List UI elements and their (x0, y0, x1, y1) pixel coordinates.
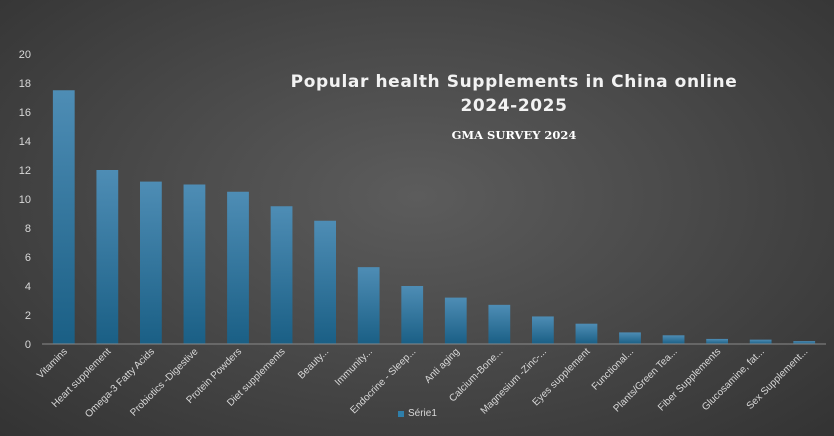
chart-title-line-2: 2024-2025 (460, 96, 568, 116)
bar (183, 184, 206, 344)
y-tick-label: 6 (25, 252, 31, 264)
legend: Série1 (398, 408, 437, 419)
bar (314, 220, 336, 344)
y-tick-label: 18 (19, 78, 31, 90)
bar (52, 90, 75, 344)
bar (706, 338, 728, 344)
x-tick-label: Functional... (590, 346, 636, 392)
x-tick-label: Immunity... (333, 346, 375, 388)
bars (52, 90, 816, 344)
bar (270, 206, 293, 344)
chart-subtitle: GMA SURVEY 2024 (451, 128, 577, 142)
bar (444, 297, 467, 344)
legend-label: Série1 (408, 408, 437, 419)
y-tick-label: 16 (19, 107, 31, 119)
x-tick-label: Anti aging (423, 346, 462, 385)
y-tick-label: 14 (19, 136, 31, 148)
y-tick-label: 8 (25, 223, 31, 235)
bar (357, 267, 380, 344)
bar (575, 323, 598, 344)
y-tick-label: 20 (19, 49, 31, 61)
bar (793, 341, 816, 344)
bar (532, 316, 554, 344)
y-tick-label: 4 (25, 281, 31, 293)
bar (401, 286, 424, 344)
bar (140, 181, 162, 344)
chart-title-line-1: Popular health Supplements in China onli… (290, 72, 738, 92)
bar (227, 191, 249, 344)
bar (662, 335, 685, 344)
legend-swatch (398, 410, 404, 417)
y-tick-label: 2 (25, 310, 31, 322)
bar (619, 332, 641, 344)
bar (488, 304, 511, 344)
bar (749, 339, 772, 344)
y-axis-labels: 0 2 4 6 8 10 12 14 16 18 20 (19, 49, 31, 351)
x-tick-label: Beauty... (296, 346, 331, 381)
y-tick-label: 12 (19, 165, 31, 177)
x-tick-label: Vitamins (35, 346, 70, 381)
y-tick-label: 10 (19, 194, 31, 206)
bar (96, 170, 119, 344)
y-tick-label: 0 (25, 339, 31, 351)
